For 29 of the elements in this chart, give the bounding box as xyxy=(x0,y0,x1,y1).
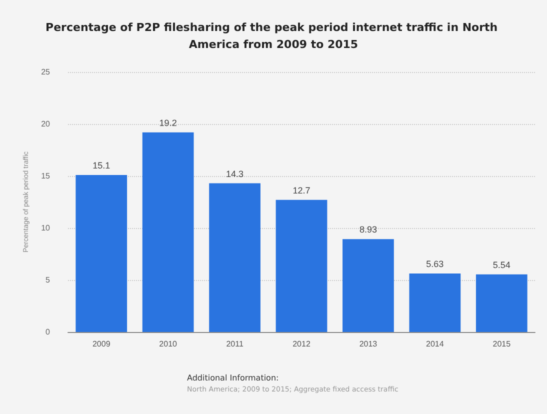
y-tick-label: 20 xyxy=(41,120,51,128)
data-label: 12.7 xyxy=(292,185,310,196)
data-label: 14.3 xyxy=(226,168,244,179)
bar xyxy=(276,200,328,332)
y-tick-label: 10 xyxy=(41,224,51,232)
y-tick-label: 25 xyxy=(41,68,51,76)
text: Additional Information: xyxy=(187,374,279,382)
x-tick-label: 2010 xyxy=(159,340,178,348)
bar xyxy=(476,274,528,332)
data-label: 19.2 xyxy=(159,118,177,128)
data-label: 5.63 xyxy=(426,258,444,269)
y-tick-label: 5 xyxy=(46,276,51,284)
bar xyxy=(76,174,128,332)
bar xyxy=(342,239,394,332)
x-tick-label: 2009 xyxy=(92,340,111,348)
y-tick-label: 0 xyxy=(46,328,51,336)
data-label: 15.1 xyxy=(92,160,110,170)
x-tick-label: 2015 xyxy=(492,340,512,348)
x-tick-label: 2013 xyxy=(359,340,378,348)
data-label: 5.54 xyxy=(492,260,510,270)
x-tick-label: 2011 xyxy=(226,340,244,348)
chart-title: Percentage of P2P filesharing of the peak period internet traffic in North America from 2009 to 2015 xyxy=(46,21,502,51)
data-label: 8.93 xyxy=(359,224,377,235)
bar xyxy=(209,183,260,332)
x-tick-label: 2012 xyxy=(292,340,311,348)
bar xyxy=(142,132,194,332)
y-tick-label: 15 xyxy=(41,172,51,180)
x-tick-label: 2014 xyxy=(426,340,444,348)
bar xyxy=(409,273,461,332)
